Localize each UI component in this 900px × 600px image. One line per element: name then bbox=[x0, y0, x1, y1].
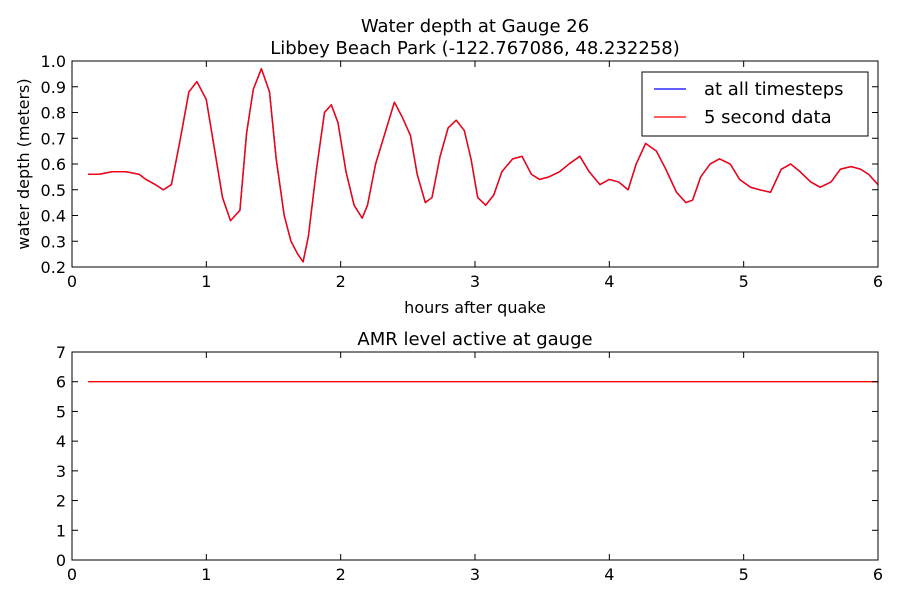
y-tick-label: 0.9 bbox=[41, 78, 66, 97]
x-tick-label: 2 bbox=[336, 565, 346, 584]
x-tick-label: 6 bbox=[873, 565, 883, 584]
legend: at all timesteps 5 second data bbox=[641, 71, 869, 137]
y-tick-label: 0.6 bbox=[41, 155, 66, 174]
y-tick-label: 0.8 bbox=[41, 104, 66, 123]
amr-level-chart: AMR level active at gauge 0 1 2 3 4 5 6 0 1 2 3 4 5… bbox=[56, 329, 883, 584]
y-axis: 0.2 0.3 0.4 0.5 0.6 0.7 0.8 0.9 1.0 bbox=[41, 52, 878, 277]
legend-label-at-all-timesteps: at all timesteps bbox=[704, 79, 844, 100]
x-axis: 0 1 2 3 4 5 6 bbox=[67, 352, 883, 584]
x-tick-label: 0 bbox=[67, 565, 77, 584]
x-tick-label: 2 bbox=[336, 272, 346, 291]
x-axis-label: hours after quake bbox=[404, 298, 546, 317]
x-tick-label: 1 bbox=[201, 272, 211, 291]
x-tick-label: 5 bbox=[739, 272, 749, 291]
series-group bbox=[88, 67, 879, 263]
y-tick-label: 7 bbox=[56, 343, 66, 362]
legend-label-5-second-data: 5 second data bbox=[704, 107, 832, 128]
x-tick-label: 1 bbox=[201, 565, 211, 584]
y-tick-label: 4 bbox=[56, 432, 66, 451]
x-tick-label: 4 bbox=[604, 565, 614, 584]
y-tick-label: 0.3 bbox=[41, 232, 66, 251]
chart-subtitle: Libbey Beach Park (-122.767086, 48.23225… bbox=[270, 38, 680, 59]
x-tick-label: 4 bbox=[604, 272, 614, 291]
y-tick-label: 6 bbox=[56, 373, 66, 392]
series-line-5-second-data bbox=[88, 67, 879, 263]
y-tick-label: 3 bbox=[56, 462, 66, 481]
x-tick-label: 6 bbox=[873, 272, 883, 291]
legend-box bbox=[641, 71, 869, 137]
y-tick-label: 0 bbox=[56, 551, 66, 570]
chart-title: Water depth at Gauge 26 bbox=[361, 16, 589, 37]
chart-title: AMR level active at gauge bbox=[357, 329, 592, 350]
y-tick-label: 0.2 bbox=[41, 258, 66, 277]
y-tick-label: 2 bbox=[56, 492, 66, 511]
x-axis: 0 1 2 3 4 5 6 bbox=[67, 61, 883, 291]
y-tick-label: 0.4 bbox=[41, 207, 66, 226]
y-axis-label: water depth (meters) bbox=[14, 78, 33, 249]
y-tick-label: 1 bbox=[56, 521, 66, 540]
y-tick-label: 0.5 bbox=[41, 181, 66, 200]
x-tick-label: 5 bbox=[739, 565, 749, 584]
x-tick-label: 3 bbox=[470, 272, 480, 291]
y-tick-label: 1.0 bbox=[41, 52, 66, 71]
y-tick-label: 0.7 bbox=[41, 129, 66, 148]
x-tick-label: 3 bbox=[470, 565, 480, 584]
water-depth-chart: Water depth at Gauge 26 Libbey Beach Par… bbox=[14, 16, 883, 317]
y-tick-label: 5 bbox=[56, 402, 66, 421]
x-tick-label: 0 bbox=[67, 272, 77, 291]
y-axis: 0 1 2 3 4 5 6 7 bbox=[56, 343, 878, 570]
